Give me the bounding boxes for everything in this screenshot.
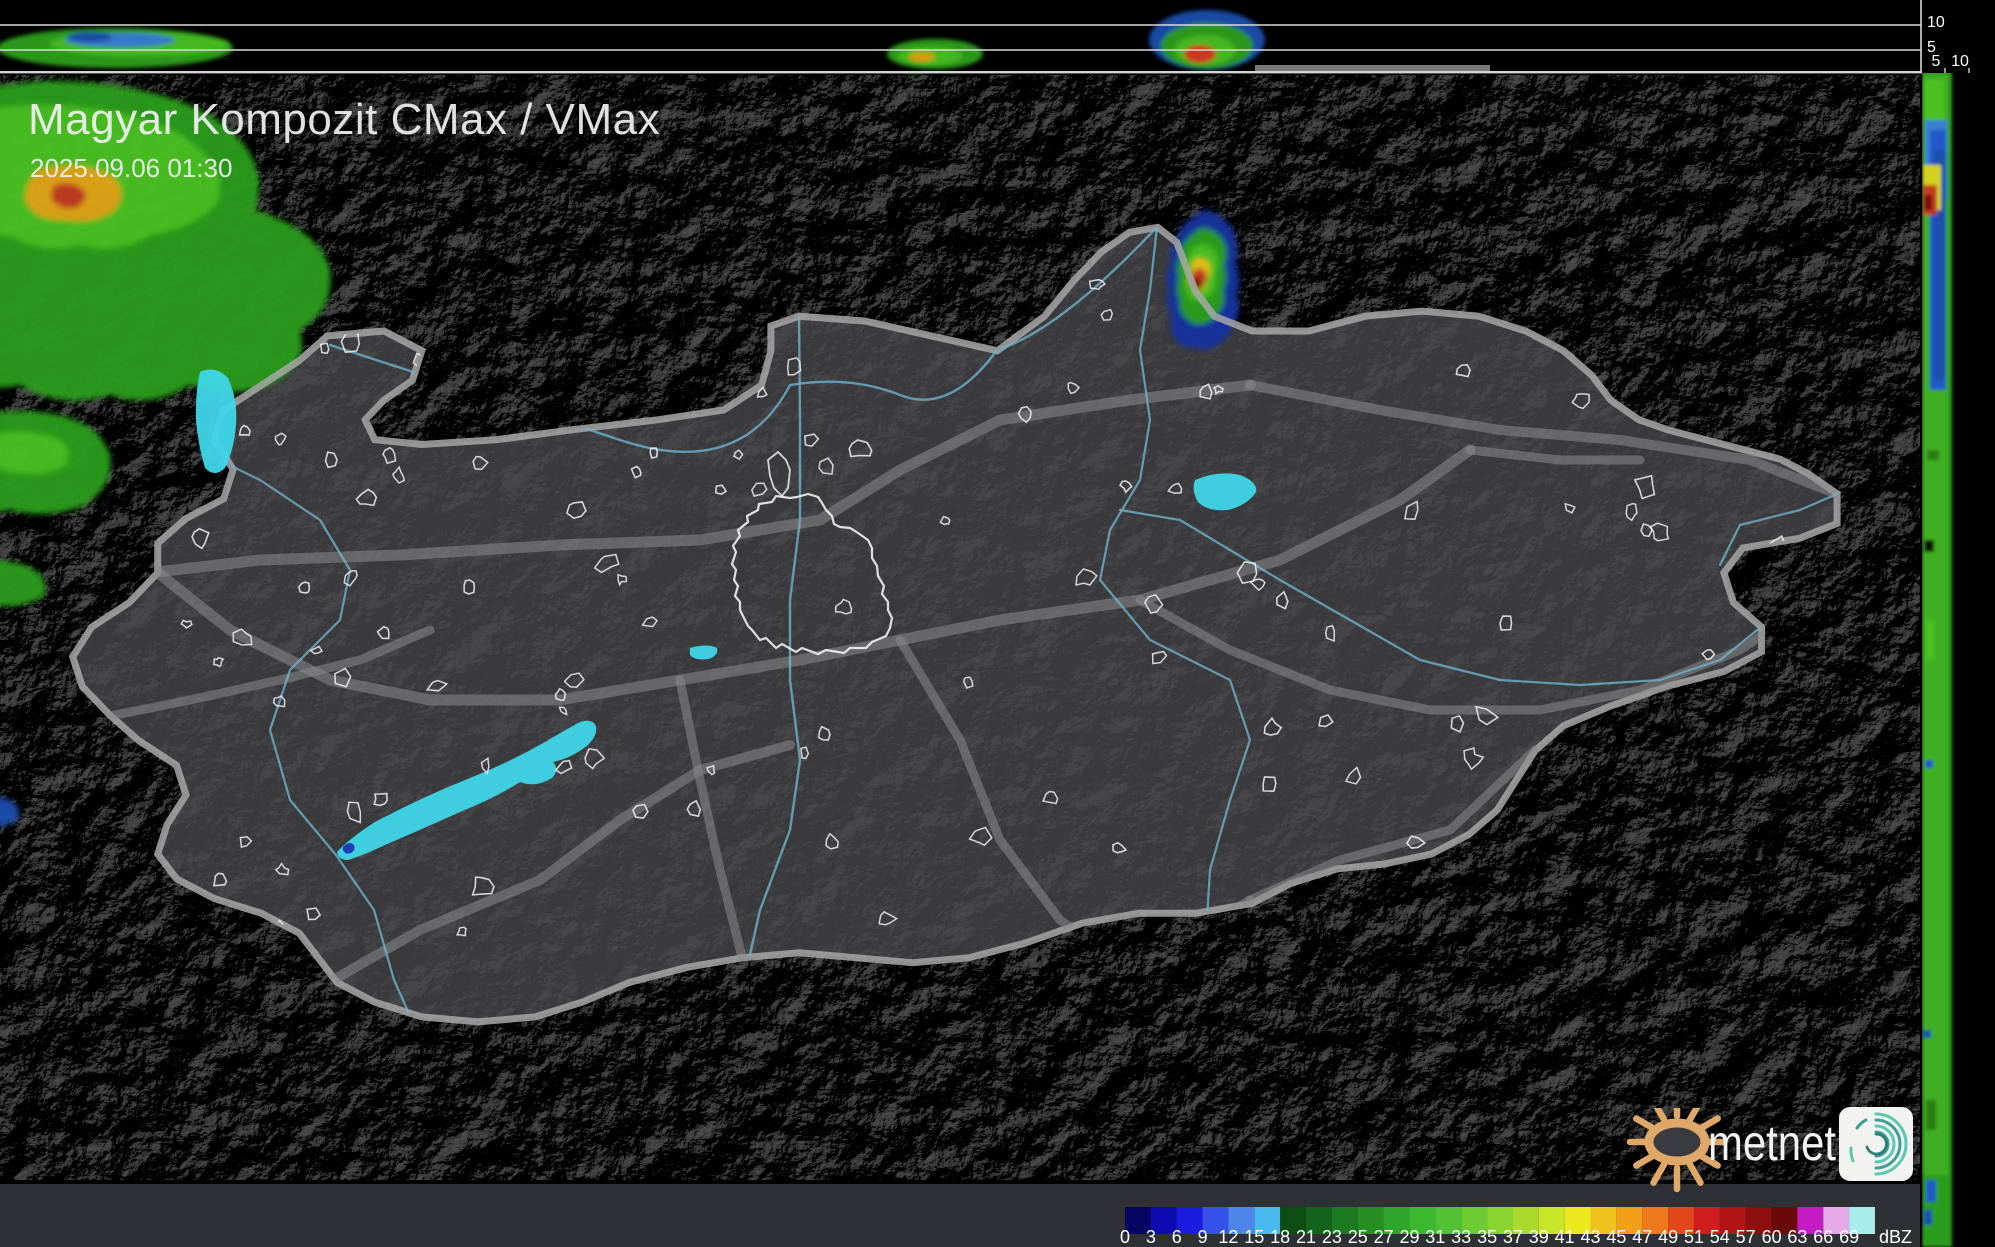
svg-text:25: 25	[1348, 1227, 1368, 1247]
svg-text:metnet: metnet	[1708, 1115, 1836, 1171]
svg-text:63: 63	[1787, 1227, 1807, 1247]
svg-text:47: 47	[1632, 1227, 1652, 1247]
svg-text:37: 37	[1503, 1227, 1523, 1247]
svg-text:23: 23	[1322, 1227, 1342, 1247]
svg-text:9: 9	[1198, 1227, 1208, 1247]
svg-text:27: 27	[1374, 1227, 1394, 1247]
svg-text:41: 41	[1555, 1227, 1575, 1247]
svg-text:39: 39	[1529, 1227, 1549, 1247]
svg-text:18: 18	[1270, 1227, 1290, 1247]
svg-text:45: 45	[1606, 1227, 1626, 1247]
svg-text:35: 35	[1477, 1227, 1497, 1247]
svg-text:0: 0	[1120, 1227, 1130, 1247]
svg-text:69: 69	[1839, 1227, 1859, 1247]
svg-text:49: 49	[1658, 1227, 1678, 1247]
svg-text:6: 6	[1172, 1227, 1182, 1247]
svg-text:33: 33	[1451, 1227, 1471, 1247]
svg-text:66: 66	[1813, 1227, 1833, 1247]
svg-text:15: 15	[1244, 1227, 1264, 1247]
svg-text:21: 21	[1296, 1227, 1316, 1247]
svg-text:31: 31	[1425, 1227, 1445, 1247]
svg-text:43: 43	[1580, 1227, 1600, 1247]
svg-text:60: 60	[1762, 1227, 1782, 1247]
svg-text:29: 29	[1399, 1227, 1419, 1247]
svg-text:51: 51	[1684, 1227, 1704, 1247]
svg-text:12: 12	[1218, 1227, 1238, 1247]
svg-text:54: 54	[1710, 1227, 1730, 1247]
svg-text:57: 57	[1736, 1227, 1756, 1247]
svg-text:3: 3	[1146, 1227, 1156, 1247]
svg-text:dBZ: dBZ	[1879, 1227, 1912, 1247]
